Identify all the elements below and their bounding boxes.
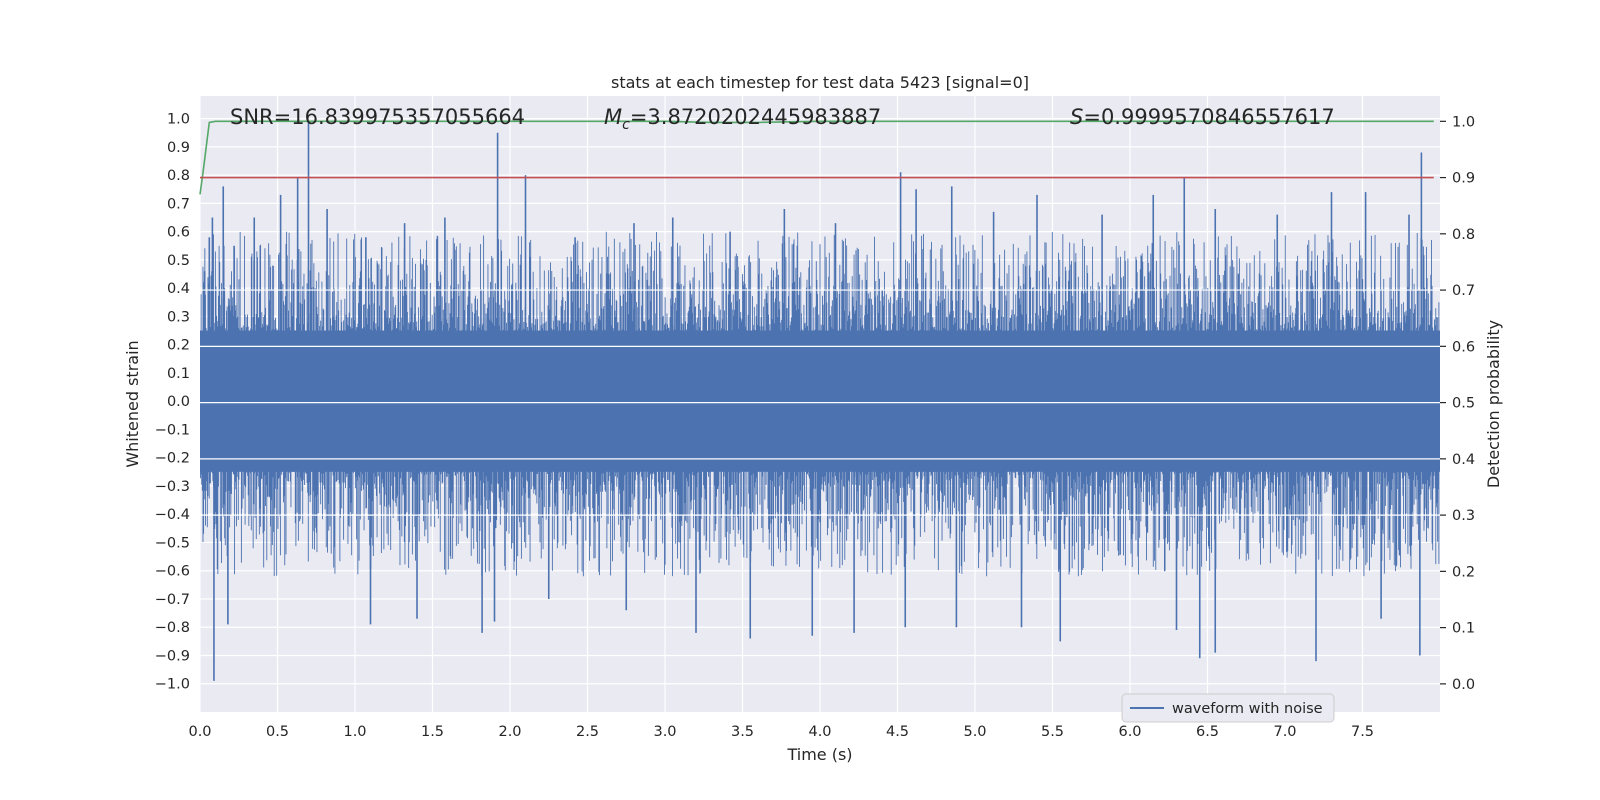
- left-y-tick-label: 0.2: [167, 338, 190, 354]
- s-value: =0.9999570846557617: [1083, 105, 1334, 129]
- left-y-axis-ticks: 1.0 0.9 0.8 0.7 0.6 0.5 0.4 0.3 0.2 0.1 0.0 −0.1 −0.…: [155, 112, 190, 693]
- x-tick-label: 1.5: [421, 724, 444, 740]
- right-y-tick-label: 0.6: [1452, 339, 1475, 355]
- snr-annotation: SNR=16.839975357055664: [230, 105, 525, 129]
- right-y-axis-label: Detection probability: [1484, 320, 1503, 488]
- chirp-mass-symbol: M: [604, 105, 622, 129]
- waveform-series: [200, 121, 1440, 681]
- left-y-tick-label: −0.8: [155, 620, 190, 636]
- x-tick-label: 0.0: [188, 724, 211, 740]
- x-tick-label: 0.5: [266, 724, 289, 740]
- legend-box: [1121, 693, 1335, 723]
- chart-title: stats at each timestep for test data 542…: [611, 73, 1029, 92]
- left-y-tick-label: 0.7: [167, 196, 190, 212]
- left-y-tick-label: −0.4: [155, 507, 190, 523]
- right-y-tick-label: 0.3: [1452, 508, 1475, 524]
- x-tick-label: 6.5: [1196, 724, 1219, 740]
- left-y-tick-label: 0.1: [167, 366, 190, 382]
- left-y-tick-label: 0.6: [167, 225, 190, 241]
- x-tick-label: 6.0: [1118, 724, 1141, 740]
- left-y-tick-label: −0.2: [155, 451, 190, 467]
- left-y-tick-label: −0.9: [155, 648, 190, 664]
- right-y-tick-label: 0.7: [1452, 283, 1475, 299]
- right-y-tick-label: 0.5: [1452, 396, 1475, 412]
- probability-series: [199, 120, 1434, 195]
- left-y-tick-label: −0.6: [155, 564, 190, 580]
- x-tick-label: 7.5: [1351, 724, 1374, 740]
- right-y-tick-label: 0.2: [1452, 564, 1475, 580]
- right-y-tick-label: 0.0: [1452, 677, 1475, 693]
- left-y-tick-label: −0.7: [155, 592, 190, 608]
- left-y-tick-label: −0.3: [155, 479, 190, 495]
- detection-probability-line: [199, 120, 1434, 195]
- x-tick-label: 4.0: [808, 724, 831, 740]
- x-tick-label: 3.5: [731, 724, 754, 740]
- waveform-core-band: [200, 330, 1440, 472]
- x-tick-label: 7.0: [1273, 724, 1296, 740]
- right-y-axis-ticks: 1.0 0.9 0.8 0.7 0.6 0.5 0.4 0.3 0.2 0.1 0.0: [1440, 114, 1475, 693]
- chirp-mass-subscript: c: [622, 117, 630, 133]
- x-tick-label: 4.5: [886, 724, 909, 740]
- right-y-tick-label: 0.1: [1452, 621, 1475, 637]
- left-y-tick-label: −1.0: [155, 677, 190, 693]
- chirp-mass-annotation: Mc=3.8720202445983887: [604, 105, 881, 133]
- left-y-tick-label: 0.4: [167, 281, 190, 297]
- right-y-tick-label: 1.0: [1452, 114, 1475, 130]
- left-y-tick-label: 0.3: [167, 309, 190, 325]
- legend: waveform with noise: [1121, 693, 1335, 723]
- chirp-mass-value: =3.8720202445983887: [630, 105, 881, 129]
- right-y-tick-label: 0.9: [1452, 171, 1475, 187]
- s-annotation: S=0.9999570846557617: [1070, 105, 1335, 129]
- left-y-tick-label: −0.5: [155, 535, 190, 551]
- x-tick-label: 2.5: [576, 724, 599, 740]
- left-y-tick-label: 0.5: [167, 253, 190, 269]
- x-tick-label: 2.0: [498, 724, 521, 740]
- x-tick-label: 3.0: [653, 724, 676, 740]
- x-axis-label: Time (s): [786, 745, 852, 764]
- left-y-axis-label: Whitened strain: [123, 340, 142, 467]
- x-tick-label: 5.0: [963, 724, 986, 740]
- x-tick-label: 1.0: [343, 724, 366, 740]
- x-axis-ticks: 0.0 0.5 1.0 1.5 2.0 2.5 3.0 3.5 4.0 4.5 5.0 5.5 6.0 6…: [188, 724, 1374, 740]
- left-y-tick-label: 0.0: [167, 394, 190, 410]
- s-symbol: S: [1070, 105, 1083, 129]
- left-y-tick-label: 0.8: [167, 168, 190, 184]
- left-y-tick-label: −0.1: [155, 422, 190, 438]
- right-y-tick-label: 0.4: [1452, 452, 1475, 468]
- x-tick-label: 5.5: [1041, 724, 1064, 740]
- left-y-tick-label: 0.9: [167, 140, 190, 156]
- left-y-tick-label: 1.0: [167, 112, 190, 128]
- legend-label: waveform with noise: [1172, 701, 1323, 717]
- right-y-tick-label: 0.8: [1452, 227, 1475, 243]
